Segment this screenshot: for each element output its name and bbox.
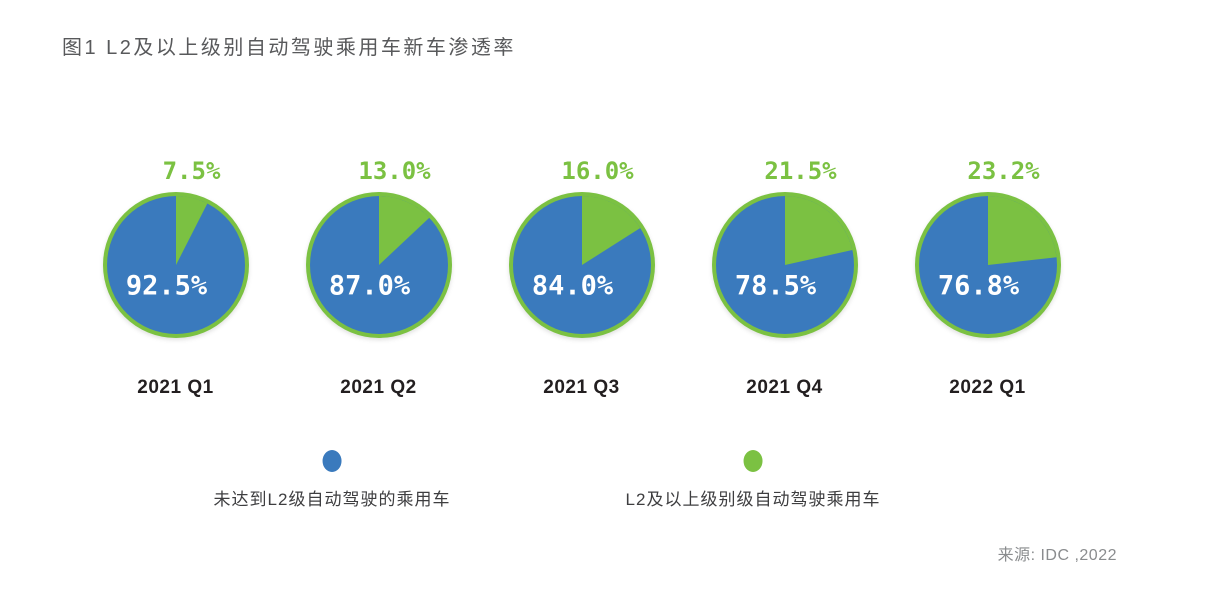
green-slice-value-label: 13.0% bbox=[358, 157, 431, 185]
pie-green-slice bbox=[784, 196, 852, 265]
legend-label-below-l2: 未达到L2级自动驾驶的乘用车 bbox=[213, 490, 451, 509]
blue-slice-value-label: 78.5% bbox=[734, 270, 817, 302]
legend-label-l2-and-above: L2及以上级别级自动驾驶乘用车 bbox=[625, 490, 881, 509]
pie-green-slice bbox=[378, 196, 429, 265]
pie-svg bbox=[305, 192, 452, 338]
pie-svg bbox=[102, 192, 249, 338]
pie-chart-group: 13.0% 87.0% 2021 Q2 bbox=[277, 158, 480, 399]
quarter-label: 2021 Q3 bbox=[543, 377, 620, 398]
pie-chart-group: 23.2% 76.8% 2022 Q1 bbox=[886, 158, 1089, 399]
blue-slice-value-label: 84.0% bbox=[531, 270, 614, 302]
green-slice-value-label: 21.5% bbox=[764, 157, 837, 185]
pie-chart: 87.0% bbox=[304, 190, 454, 340]
quarter-label: 2022 Q1 bbox=[949, 377, 1026, 398]
legend-green-dot-icon bbox=[743, 450, 763, 472]
legend-item-below-l2: 未达到L2级自动驾驶的乘用车 bbox=[214, 450, 451, 510]
pie-chart: 92.5% bbox=[101, 190, 251, 340]
quarter-label: 2021 Q1 bbox=[137, 377, 214, 398]
pie-svg bbox=[914, 192, 1061, 338]
pie-green-slice bbox=[175, 196, 207, 265]
pie-chart: 76.8% bbox=[913, 190, 1063, 340]
quarter-label: 2021 Q2 bbox=[340, 377, 417, 398]
pie-chart-row: 7.5% 92.5% 2021 Q1 13.0% 87.0% bbox=[74, 158, 1089, 399]
quarter-label: 2021 Q4 bbox=[746, 377, 823, 398]
figure-title: 图1 L2及以上级别自动驾驶乘用车新车渗透率 bbox=[62, 37, 516, 59]
green-slice-value-label: 23.2% bbox=[967, 157, 1040, 185]
pie-chart-group: 16.0% 84.0% 2021 Q3 bbox=[480, 158, 683, 399]
source-note: 来源: IDC ,2022 bbox=[997, 547, 1117, 564]
blue-slice-value-label: 76.8% bbox=[937, 270, 1020, 302]
pie-svg bbox=[508, 192, 655, 338]
legend-item-l2-and-above: L2及以上级别级自动驾驶乘用车 bbox=[626, 450, 881, 510]
pie-green-slice bbox=[581, 196, 640, 265]
pie-green-slice bbox=[987, 196, 1057, 265]
pie-chart: 84.0% bbox=[507, 190, 657, 340]
blue-slice-value-label: 92.5% bbox=[125, 270, 208, 302]
green-slice-value-label: 7.5% bbox=[162, 157, 221, 185]
blue-slice-value-label: 87.0% bbox=[328, 270, 411, 302]
pie-chart: 78.5% bbox=[710, 190, 860, 340]
pie-chart-group: 21.5% 78.5% 2021 Q4 bbox=[683, 158, 886, 399]
legend-blue-dot-icon bbox=[322, 450, 342, 472]
pie-svg bbox=[711, 192, 858, 338]
green-slice-value-label: 16.0% bbox=[561, 157, 634, 185]
pie-chart-group: 7.5% 92.5% 2021 Q1 bbox=[74, 158, 277, 399]
